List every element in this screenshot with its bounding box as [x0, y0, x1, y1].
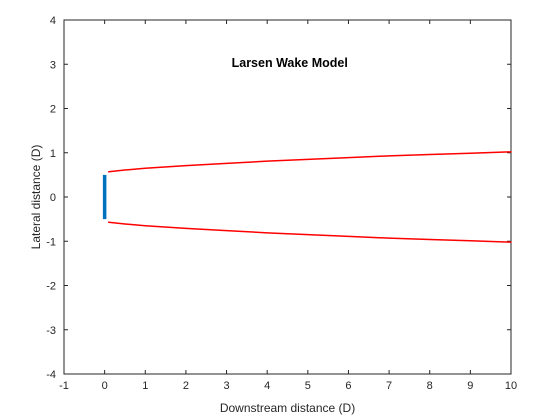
x-tick-label: 2 [183, 380, 189, 392]
x-tick-label: 8 [427, 380, 433, 392]
y-tick-label: 2 [50, 104, 56, 116]
y-tick-label: 4 [50, 15, 56, 27]
y-tick-label: -4 [46, 369, 56, 381]
y-tick-label: -2 [46, 281, 56, 293]
x-tick-label: 10 [505, 380, 517, 392]
x-tick-label: 1 [142, 380, 148, 392]
x-tick-label: 3 [223, 380, 229, 392]
y-axis-label: Lateral distance (D) [29, 145, 43, 250]
wake-upper-boundary-line [107, 151, 512, 173]
wake-lower-boundary-line [107, 221, 512, 243]
x-tick-label: 9 [467, 380, 473, 392]
x-tick-label: -1 [59, 380, 69, 392]
y-tick-label: -3 [46, 325, 56, 337]
y-tick-label: -1 [46, 236, 56, 248]
plot-area: -1 0 1 2 3 4 5 6 7 8 9 10 -4 -3 -2 -1 0 1 2 3 4 [46, 15, 517, 392]
y-tick-label: 3 [50, 59, 56, 71]
x-tick-label: 0 [102, 380, 108, 392]
x-tick-label: 7 [386, 380, 392, 392]
chart-title: Larsen Wake Model [232, 56, 348, 70]
x-axis-label: Downstream distance (D) [220, 401, 355, 415]
x-tick-label: 4 [264, 380, 270, 392]
x-tick-label: 6 [345, 380, 351, 392]
x-tick-label: 5 [305, 380, 311, 392]
y-tick-label: 0 [50, 192, 56, 204]
y-tick-label: 1 [50, 148, 56, 160]
